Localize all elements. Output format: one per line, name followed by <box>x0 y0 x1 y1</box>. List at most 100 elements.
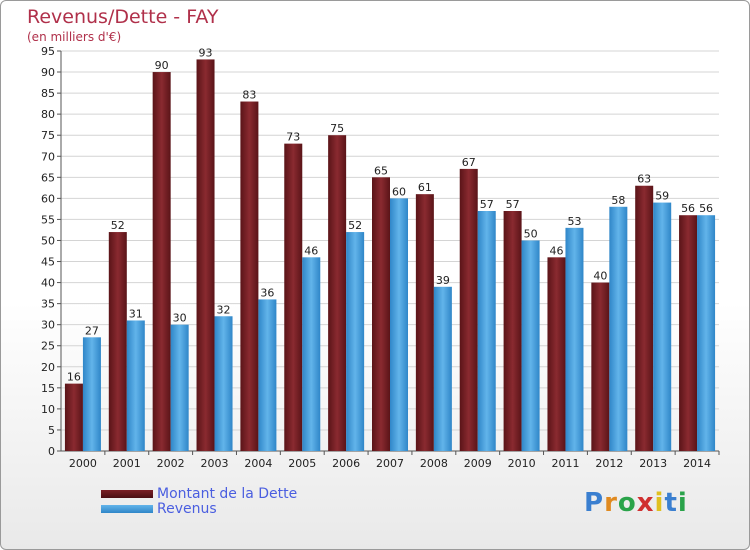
data-label-revenue: 57 <box>480 198 494 211</box>
legend-swatch-revenue <box>101 505 153 513</box>
chart-subtitle: (en milliers d'€) <box>27 30 122 44</box>
data-label-revenue: 39 <box>436 274 450 287</box>
bar-revenue <box>258 299 277 451</box>
bar-revenue <box>521 240 540 451</box>
x-tick-label: 2009 <box>464 457 492 470</box>
y-tick-label: 65 <box>41 171 55 184</box>
y-tick-label: 90 <box>41 66 55 79</box>
bar-debt <box>108 232 127 451</box>
bar-revenue <box>477 211 496 451</box>
data-label-debt: 40 <box>593 270 607 283</box>
bar-debt <box>415 194 434 451</box>
axes: 0 5 10 15 20 25 30 35 40 45 50 55 60 65 70 75 80 85 90 95 20… <box>41 45 720 470</box>
y-tick-label: 15 <box>41 382 55 395</box>
logo-letter: t <box>664 488 678 518</box>
y-tick-label: 0 <box>48 445 55 458</box>
x-tick-label: 2001 <box>113 457 141 470</box>
bar-debt <box>459 168 478 452</box>
y-tick-label: 35 <box>41 298 55 311</box>
legend-label-revenue: Revenus <box>157 501 217 517</box>
x-tick-label: 2007 <box>376 457 404 470</box>
y-tick-label: 25 <box>41 340 55 353</box>
x-tick-label: 2002 <box>157 457 185 470</box>
y-tick-label: 45 <box>41 256 55 269</box>
bar-debt <box>196 59 215 451</box>
bar-revenue <box>170 324 189 451</box>
logo-letter: x <box>636 488 655 518</box>
bar-debt <box>503 211 522 451</box>
y-tick-label: 95 <box>41 45 55 58</box>
y-tick-label: 20 <box>41 361 55 374</box>
data-label-revenue: 50 <box>524 227 538 240</box>
data-label-revenue: 36 <box>260 286 274 299</box>
y-tick-label: 80 <box>41 108 55 121</box>
chart-title: Revenus/Dette - FAY <box>27 6 219 28</box>
data-label-debt: 52 <box>111 219 125 232</box>
x-tick-label: 2003 <box>201 457 229 470</box>
data-label-revenue: 30 <box>173 312 187 325</box>
data-label-debt: 63 <box>637 173 651 186</box>
data-label-debt: 93 <box>199 46 213 59</box>
bar-revenue <box>302 257 321 451</box>
data-label-revenue: 56 <box>699 202 713 215</box>
x-tick-label: 2011 <box>551 457 579 470</box>
data-label-debt: 90 <box>155 59 169 72</box>
data-label-debt: 75 <box>330 122 344 135</box>
data-label-debt: 65 <box>374 164 388 177</box>
proxiti-logo: Proxiti <box>584 488 688 518</box>
x-tick-label: 2000 <box>69 457 97 470</box>
y-tick-label: 30 <box>41 319 55 332</box>
bar-debt <box>679 215 698 451</box>
data-label-revenue: 59 <box>655 190 669 203</box>
data-label-revenue: 46 <box>304 244 318 257</box>
data-label-revenue: 53 <box>567 215 581 228</box>
bar-debt <box>152 72 171 451</box>
x-tick-label: 2012 <box>595 457 623 470</box>
bar-revenue <box>82 337 101 451</box>
bars: 16 27 52 31 90 30 93 32 83 36 73 46 75 52 65 60 61 39 67 57… <box>64 46 716 452</box>
bar-revenue <box>609 206 628 451</box>
logo-letter: r <box>604 488 618 518</box>
logo-letter: P <box>584 488 605 518</box>
data-label-debt: 16 <box>67 371 81 384</box>
x-tick-label: 2013 <box>639 457 667 470</box>
y-tick-label: 10 <box>41 403 55 416</box>
bar-debt <box>284 143 303 451</box>
bar-debt <box>328 135 347 452</box>
data-label-debt: 83 <box>242 89 256 102</box>
bar-revenue <box>390 198 408 451</box>
x-tick-label: 2006 <box>332 457 360 470</box>
y-tick-label: 55 <box>41 213 55 226</box>
y-tick-label: 60 <box>41 192 55 205</box>
logo-letter: i <box>654 488 665 518</box>
bar-revenue <box>346 232 365 451</box>
data-label-debt: 67 <box>462 156 476 169</box>
bar-debt <box>547 257 566 451</box>
bar-revenue <box>697 215 716 451</box>
y-tick-label: 50 <box>41 234 55 247</box>
data-label-debt: 73 <box>286 131 300 144</box>
data-label-debt: 46 <box>549 244 563 257</box>
bar-revenue <box>214 316 233 451</box>
logo-letter: i <box>677 488 688 518</box>
x-tick-label: 2008 <box>420 457 448 470</box>
data-label-debt: 57 <box>506 198 520 211</box>
data-label-revenue: 60 <box>392 185 406 198</box>
y-tick-label: 75 <box>41 129 55 142</box>
x-tick-label: 2005 <box>288 457 316 470</box>
bar-revenue <box>433 286 452 451</box>
bar-revenue <box>126 320 145 451</box>
y-tick-label: 85 <box>41 87 55 100</box>
data-label-revenue: 31 <box>129 307 143 320</box>
data-label-debt: 61 <box>418 181 432 194</box>
data-label-revenue: 32 <box>217 303 231 316</box>
x-tick-label: 2010 <box>508 457 536 470</box>
data-label-revenue: 52 <box>348 219 362 232</box>
y-tick-label: 40 <box>41 277 55 290</box>
legend-swatch-debt <box>101 490 153 498</box>
bar-debt <box>240 101 259 452</box>
legend-label-debt: Montant de la Dette <box>157 486 298 502</box>
data-label-revenue: 27 <box>85 324 99 337</box>
